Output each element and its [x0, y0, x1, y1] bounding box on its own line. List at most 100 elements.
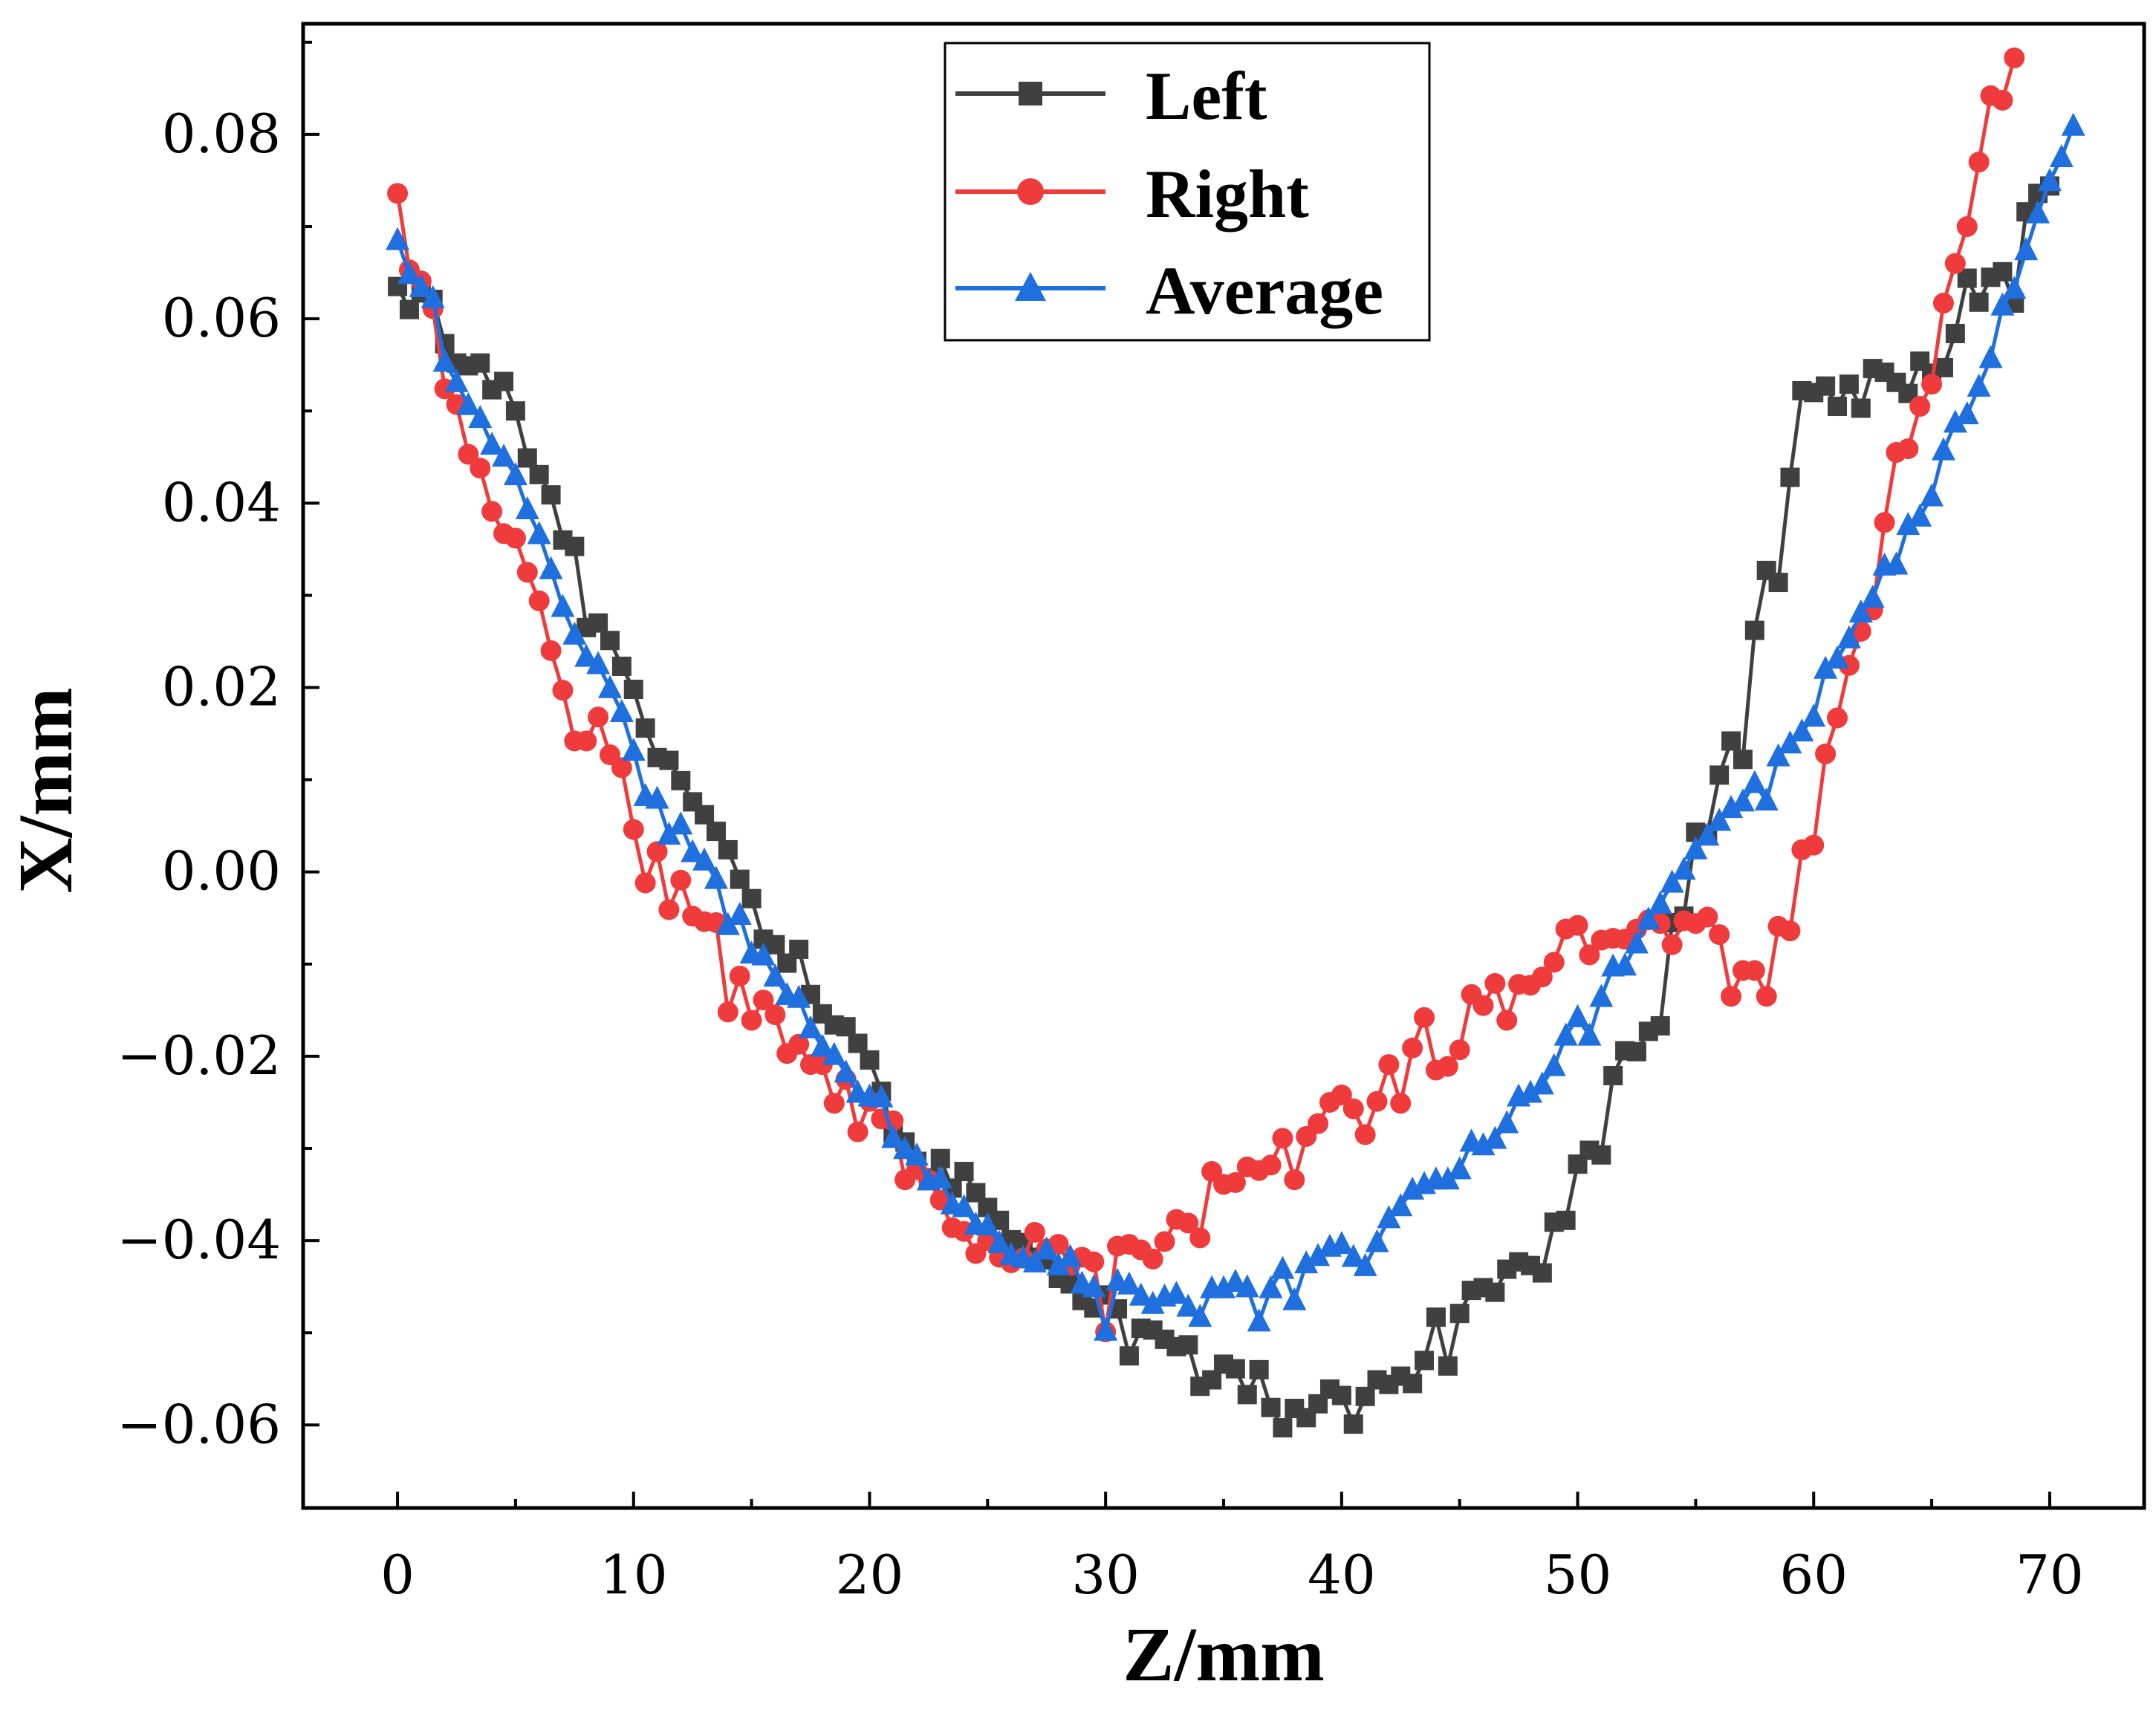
- data-point-average-99: [1553, 1022, 1578, 1046]
- data-point-right-81: [1342, 1098, 1364, 1119]
- y-tick-label-1: −0.04: [117, 1209, 281, 1271]
- legend-average-label: Average: [1146, 253, 1383, 328]
- series-average: [386, 112, 2085, 1341]
- data-point-right-78: [1308, 1113, 1329, 1134]
- data-point-right-82: [1354, 1124, 1376, 1145]
- data-point-right-13: [540, 640, 562, 661]
- y-axis-title: X/mm: [3, 687, 88, 893]
- data-point-average-98: [1542, 1053, 1566, 1076]
- y-tick-label-4: 0.02: [162, 656, 281, 718]
- data-point-average-136: [1990, 292, 2015, 316]
- data-point-right-98: [1543, 952, 1565, 973]
- data-point-left-107: [1650, 1015, 1670, 1036]
- data-point-average-56: [1046, 1252, 1071, 1275]
- data-point-left-12: [529, 464, 549, 484]
- data-point-average-66: [1164, 1281, 1189, 1304]
- data-point-average-26: [692, 847, 717, 871]
- data-point-average-44: [905, 1142, 929, 1166]
- data-point-average-17: [586, 651, 611, 675]
- data-point-right-0: [387, 183, 409, 204]
- data-point-left-11: [517, 448, 537, 468]
- data-point-average-76: [1282, 1287, 1307, 1310]
- data-point-average-131: [1931, 437, 1955, 461]
- data-point-left-62: [1119, 1346, 1139, 1366]
- data-point-average-51: [987, 1229, 1012, 1253]
- data-point-right-21: [634, 872, 656, 894]
- data-point-average-18: [598, 675, 622, 698]
- data-point-right-67: [1178, 1212, 1199, 1234]
- data-point-average-46: [928, 1165, 952, 1189]
- data-point-average-31: [751, 942, 776, 966]
- data-point-left-112: [1709, 765, 1730, 785]
- data-point-average-19: [609, 699, 634, 723]
- data-point-right-90: [1449, 1039, 1470, 1061]
- data-point-average-73: [1247, 1308, 1271, 1332]
- data-point-left-18: [600, 631, 620, 651]
- data-point-average-67: [1176, 1293, 1201, 1317]
- data-point-average-125: [1860, 585, 1885, 608]
- data-point-average-2: [409, 273, 433, 297]
- y-tick-label-3: 0.00: [162, 840, 281, 903]
- data-point-right-111: [1697, 906, 1718, 928]
- data-point-average-104: [1613, 952, 1637, 976]
- data-point-average-28: [715, 911, 740, 935]
- data-point-left-136: [1993, 261, 2013, 282]
- data-point-left-30: [741, 888, 762, 908]
- y-tick-label-0: −0.06: [117, 1393, 281, 1455]
- data-point-right-65: [1154, 1231, 1175, 1252]
- data-point-left-39: [848, 1033, 868, 1053]
- data-point-average-123: [1837, 625, 1861, 649]
- data-point-average-3: [421, 285, 445, 308]
- data-point-average-68: [1188, 1304, 1212, 1327]
- data-point-average-11: [515, 496, 539, 520]
- data-point-left-121: [1816, 376, 1836, 396]
- data-point-average-84: [1377, 1205, 1401, 1229]
- data-point-average-102: [1589, 984, 1614, 1007]
- data-point-average-93: [1483, 1125, 1507, 1149]
- data-point-average-16: [574, 643, 599, 667]
- data-point-average-130: [1920, 483, 1944, 507]
- data-point-right-136: [1992, 90, 2013, 111]
- data-point-average-75: [1270, 1255, 1295, 1279]
- legend-entry-right: Right: [955, 156, 1309, 232]
- data-point-left-46: [930, 1148, 950, 1168]
- data-point-right-59: [1083, 1251, 1105, 1272]
- data-point-average-34: [787, 984, 811, 1008]
- data-point-average-1: [397, 261, 421, 285]
- data-point-average-89: [1435, 1166, 1460, 1190]
- data-point-average-128: [1896, 512, 1920, 536]
- data-point-average-106: [1636, 906, 1660, 930]
- x-tick-label-60: 60: [1779, 1544, 1848, 1606]
- data-point-left-13: [541, 485, 561, 505]
- data-point-right-37: [823, 1093, 845, 1114]
- data-point-average-55: [1034, 1236, 1059, 1260]
- data-point-average-124: [1848, 599, 1873, 623]
- data-point-average-5: [444, 368, 469, 392]
- legend-right-marker: [1017, 178, 1044, 205]
- data-point-average-35: [799, 1015, 823, 1038]
- data-point-right-30: [741, 1010, 762, 1031]
- data-point-right-29: [729, 965, 750, 986]
- data-point-average-140: [2037, 168, 2062, 192]
- data-point-average-135: [1978, 345, 2003, 368]
- data-point-average-12: [527, 521, 551, 545]
- data-point-right-121: [1815, 743, 1837, 764]
- legend-right-label: Right: [1146, 156, 1309, 232]
- data-point-left-134: [1969, 292, 1989, 312]
- data-point-left-9: [494, 371, 514, 391]
- data-point-right-16: [576, 730, 597, 752]
- data-point-average-127: [1884, 551, 1909, 575]
- data-point-left-97: [1532, 1263, 1552, 1283]
- data-point-left-32: [765, 934, 785, 955]
- data-point-right-84: [1378, 1054, 1400, 1076]
- data-point-average-50: [975, 1212, 1000, 1236]
- data-point-right-126: [1874, 512, 1895, 533]
- data-point-average-81: [1341, 1244, 1366, 1267]
- data-point-left-88: [1426, 1307, 1446, 1327]
- data-point-right-34: [788, 1033, 810, 1055]
- data-point-right-113: [1721, 986, 1742, 1007]
- data-point-right-120: [1803, 834, 1825, 856]
- x-tick-label-40: 40: [1308, 1544, 1376, 1606]
- data-point-left-10: [505, 401, 525, 421]
